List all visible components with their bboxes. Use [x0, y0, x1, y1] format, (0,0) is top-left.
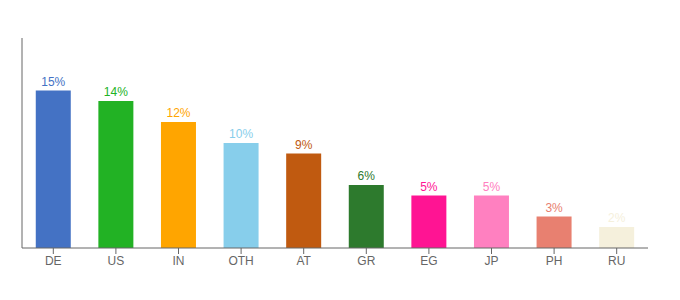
svg-text:GR: GR — [357, 254, 375, 268]
svg-text:14%: 14% — [104, 85, 128, 99]
svg-text:EG: EG — [420, 254, 437, 268]
svg-text:AT: AT — [296, 254, 311, 268]
svg-text:9%: 9% — [295, 138, 313, 152]
svg-text:JP: JP — [484, 254, 498, 268]
svg-text:IN: IN — [173, 254, 185, 268]
svg-text:3%: 3% — [545, 201, 563, 215]
svg-text:2%: 2% — [608, 211, 626, 225]
svg-text:US: US — [108, 254, 125, 268]
svg-text:12%: 12% — [166, 106, 190, 120]
svg-text:5%: 5% — [483, 180, 501, 194]
svg-text:15%: 15% — [41, 75, 65, 89]
svg-text:DE: DE — [45, 254, 62, 268]
svg-text:RU: RU — [608, 254, 625, 268]
svg-text:6%: 6% — [358, 169, 376, 183]
svg-text:5%: 5% — [420, 180, 438, 194]
svg-text:OTH: OTH — [228, 254, 253, 268]
svg-text:PH: PH — [546, 254, 563, 268]
svg-text:10%: 10% — [229, 127, 253, 141]
